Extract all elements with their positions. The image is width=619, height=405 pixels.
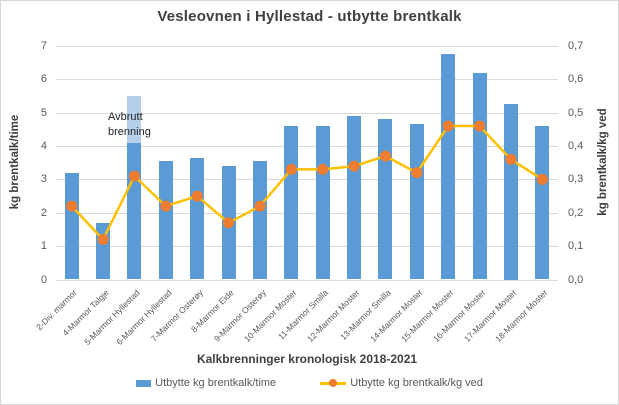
legend-item-bar-series[interactable]: Utbytte kg brentkalk/time: [136, 377, 276, 389]
bar-11[interactable]: [378, 119, 393, 280]
annotation-avbrutt-brenning: Avbrutt brenning: [108, 111, 151, 138]
bar-12[interactable]: [409, 124, 424, 280]
left-axis-tick-label: 7: [40, 40, 47, 52]
bar-8[interactable]: [284, 126, 299, 280]
legend: Utbytte kg brentkalk/time Utbytte kg bre…: [1, 377, 618, 389]
x-axis-tick-label: 6-Marmor Hyllestad: [113, 286, 174, 347]
gridline: [56, 46, 558, 47]
bar-9[interactable]: [315, 126, 330, 280]
left-axis-tick-label: 3: [40, 173, 47, 186]
bar-1[interactable]: [64, 172, 79, 280]
right-axis-tick-label: 0,6: [568, 73, 584, 86]
right-axis-tick-label: 0,5: [568, 106, 584, 119]
bar-2[interactable]: [96, 222, 111, 280]
left-axis-tick-label: 6: [40, 73, 47, 86]
legend-item-line-series[interactable]: Utbytte kg brentkalk/kg ved: [320, 377, 483, 389]
bar-6[interactable]: [221, 166, 236, 280]
bar-13[interactable]: [441, 54, 456, 280]
bar-5[interactable]: [190, 157, 205, 280]
left-axis-tick-label: 0: [40, 273, 47, 286]
left-axis-tick-label: 1: [40, 240, 47, 253]
left-axis-tick-label: 4: [40, 140, 47, 153]
legend-line-marker-icon: [320, 379, 347, 388]
bar-15[interactable]: [503, 104, 518, 280]
gridline: [56, 112, 558, 114]
right-axis-tick-label: 0,4: [568, 140, 584, 153]
legend-line-label: Utbytte kg brentkalk/kg ved: [350, 377, 483, 389]
gridline: [56, 246, 558, 248]
x-axis-title: Kalkbrenninger kronologisk 2018-2021: [196, 352, 418, 366]
left-axis-title: kg brentkalk/time: [9, 114, 21, 210]
bar-4[interactable]: [158, 161, 173, 280]
gridline: [56, 79, 558, 81]
right-axis-tick-label: 0,3: [568, 173, 584, 186]
right-axis-title: kg brentkalk/kg ved: [597, 108, 609, 216]
bar-16[interactable]: [535, 126, 550, 280]
bar-14[interactable]: [472, 72, 487, 280]
gridline: [56, 279, 558, 281]
right-axis-tick-label: 0,1: [568, 240, 584, 253]
right-axis-tick-label: 0,7: [568, 40, 584, 52]
right-axis-tick-label: 0,2: [568, 206, 584, 219]
x-axis-tick-label: 5-Marmor Hyllestad: [82, 286, 142, 347]
x-axis-tick-label: 10-Marmor Moster: [242, 286, 299, 344]
legend-bar-swatch-icon: [136, 379, 152, 387]
bar-7[interactable]: [252, 161, 267, 280]
legend-bar-label: Utbytte kg brentkalk/time: [155, 377, 277, 389]
right-axis-tick-label: 0,0: [568, 273, 584, 286]
chart-title: Vesleovnen i Hyllestad - utbytte brentka…: [157, 8, 462, 25]
bar-10[interactable]: [347, 116, 362, 280]
left-axis-tick-label: 5: [40, 106, 47, 119]
left-axis-tick-label: 2: [40, 206, 47, 219]
